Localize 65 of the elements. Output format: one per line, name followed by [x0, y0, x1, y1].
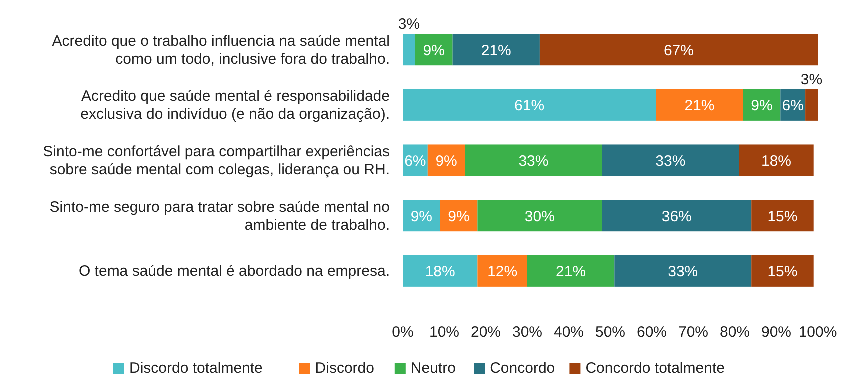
x-tick-label: 50%	[595, 324, 626, 341]
bar	[465, 144, 602, 176]
data-label: 9%	[448, 208, 470, 226]
data-label: 21%	[684, 98, 715, 115]
data-label: 30%	[524, 208, 555, 226]
data-label: 33%	[656, 153, 686, 170]
bar	[602, 200, 752, 232]
data-label: 21%	[481, 42, 512, 60]
data-label: 6%	[404, 153, 426, 170]
legend-label: Concordo	[490, 360, 556, 377]
data-label: 6%	[782, 98, 804, 115]
bar	[415, 34, 453, 66]
bar	[540, 34, 818, 66]
x-tick-label: 70%	[678, 324, 709, 341]
data-label: 9%	[751, 98, 773, 115]
data-label: 3%	[800, 71, 823, 88]
bar	[739, 144, 814, 176]
legend-label: Concordo totalmente	[586, 360, 725, 377]
bar	[614, 255, 752, 287]
bar	[403, 34, 416, 66]
data-label: 9%	[410, 208, 433, 226]
y-tick-label: Acredito que saúde mental é responsabilidade exclusiva do indivíduo (e não da organização).	[80, 88, 390, 124]
data-label: 18%	[425, 264, 456, 281]
data-label: 67%	[664, 42, 694, 60]
x-tick-label: 20%	[470, 324, 502, 341]
data-label: 33%	[518, 153, 549, 170]
bar	[403, 200, 440, 232]
data-label: 61%	[514, 98, 545, 115]
y-tick-label: O tema saúde mental é abordado na empresa.	[78, 263, 390, 280]
bar	[602, 144, 740, 176]
data-label: 9%	[436, 153, 458, 170]
data-label: 12%	[488, 264, 518, 281]
y-tick-label: Acredito que o trabalho influencia na saúde mental como um todo, inclusive fora do trabalho.	[52, 32, 390, 68]
data-label: 9%	[423, 42, 445, 60]
x-tick-label: 30%	[512, 324, 543, 341]
y-tick-label: Sinto-me confortável para compartilhar experiências sobre saúde mental com colegas, liderança ou RH.	[43, 144, 390, 178]
x-tick-label: 80%	[720, 324, 750, 341]
data-label: 18%	[761, 153, 792, 170]
x-tick-label: 0%	[392, 324, 414, 341]
data-label: 36%	[662, 208, 692, 226]
bar	[528, 255, 615, 287]
bar	[478, 255, 528, 287]
bar	[806, 89, 818, 121]
x-tick-label: 10%	[429, 324, 460, 341]
bar	[403, 255, 478, 287]
legend-label: Neutro	[410, 360, 456, 377]
bar	[752, 200, 814, 232]
bar	[428, 144, 466, 176]
x-tick-label: 90%	[761, 324, 792, 341]
bar	[452, 34, 540, 66]
x-tick-label: 40%	[554, 324, 584, 341]
legend-label: Discordo totalmente	[130, 360, 263, 377]
x-tick-label: 100%	[798, 324, 838, 341]
bar	[478, 200, 602, 232]
data-label: 3%	[398, 16, 420, 34]
legend-label: Discordo	[315, 360, 374, 377]
data-label: 21%	[556, 264, 586, 281]
x-tick-label: 60%	[636, 324, 668, 341]
y-tick-label: Sinto-me seguro para tratar sobre saúde mental no ambiente de trabalho.	[50, 198, 390, 234]
bar	[752, 255, 814, 287]
data-label: 15%	[768, 208, 798, 226]
bar	[403, 89, 656, 121]
bar	[656, 89, 744, 121]
data-label: 15%	[768, 264, 798, 281]
data-label: 33%	[668, 264, 698, 281]
